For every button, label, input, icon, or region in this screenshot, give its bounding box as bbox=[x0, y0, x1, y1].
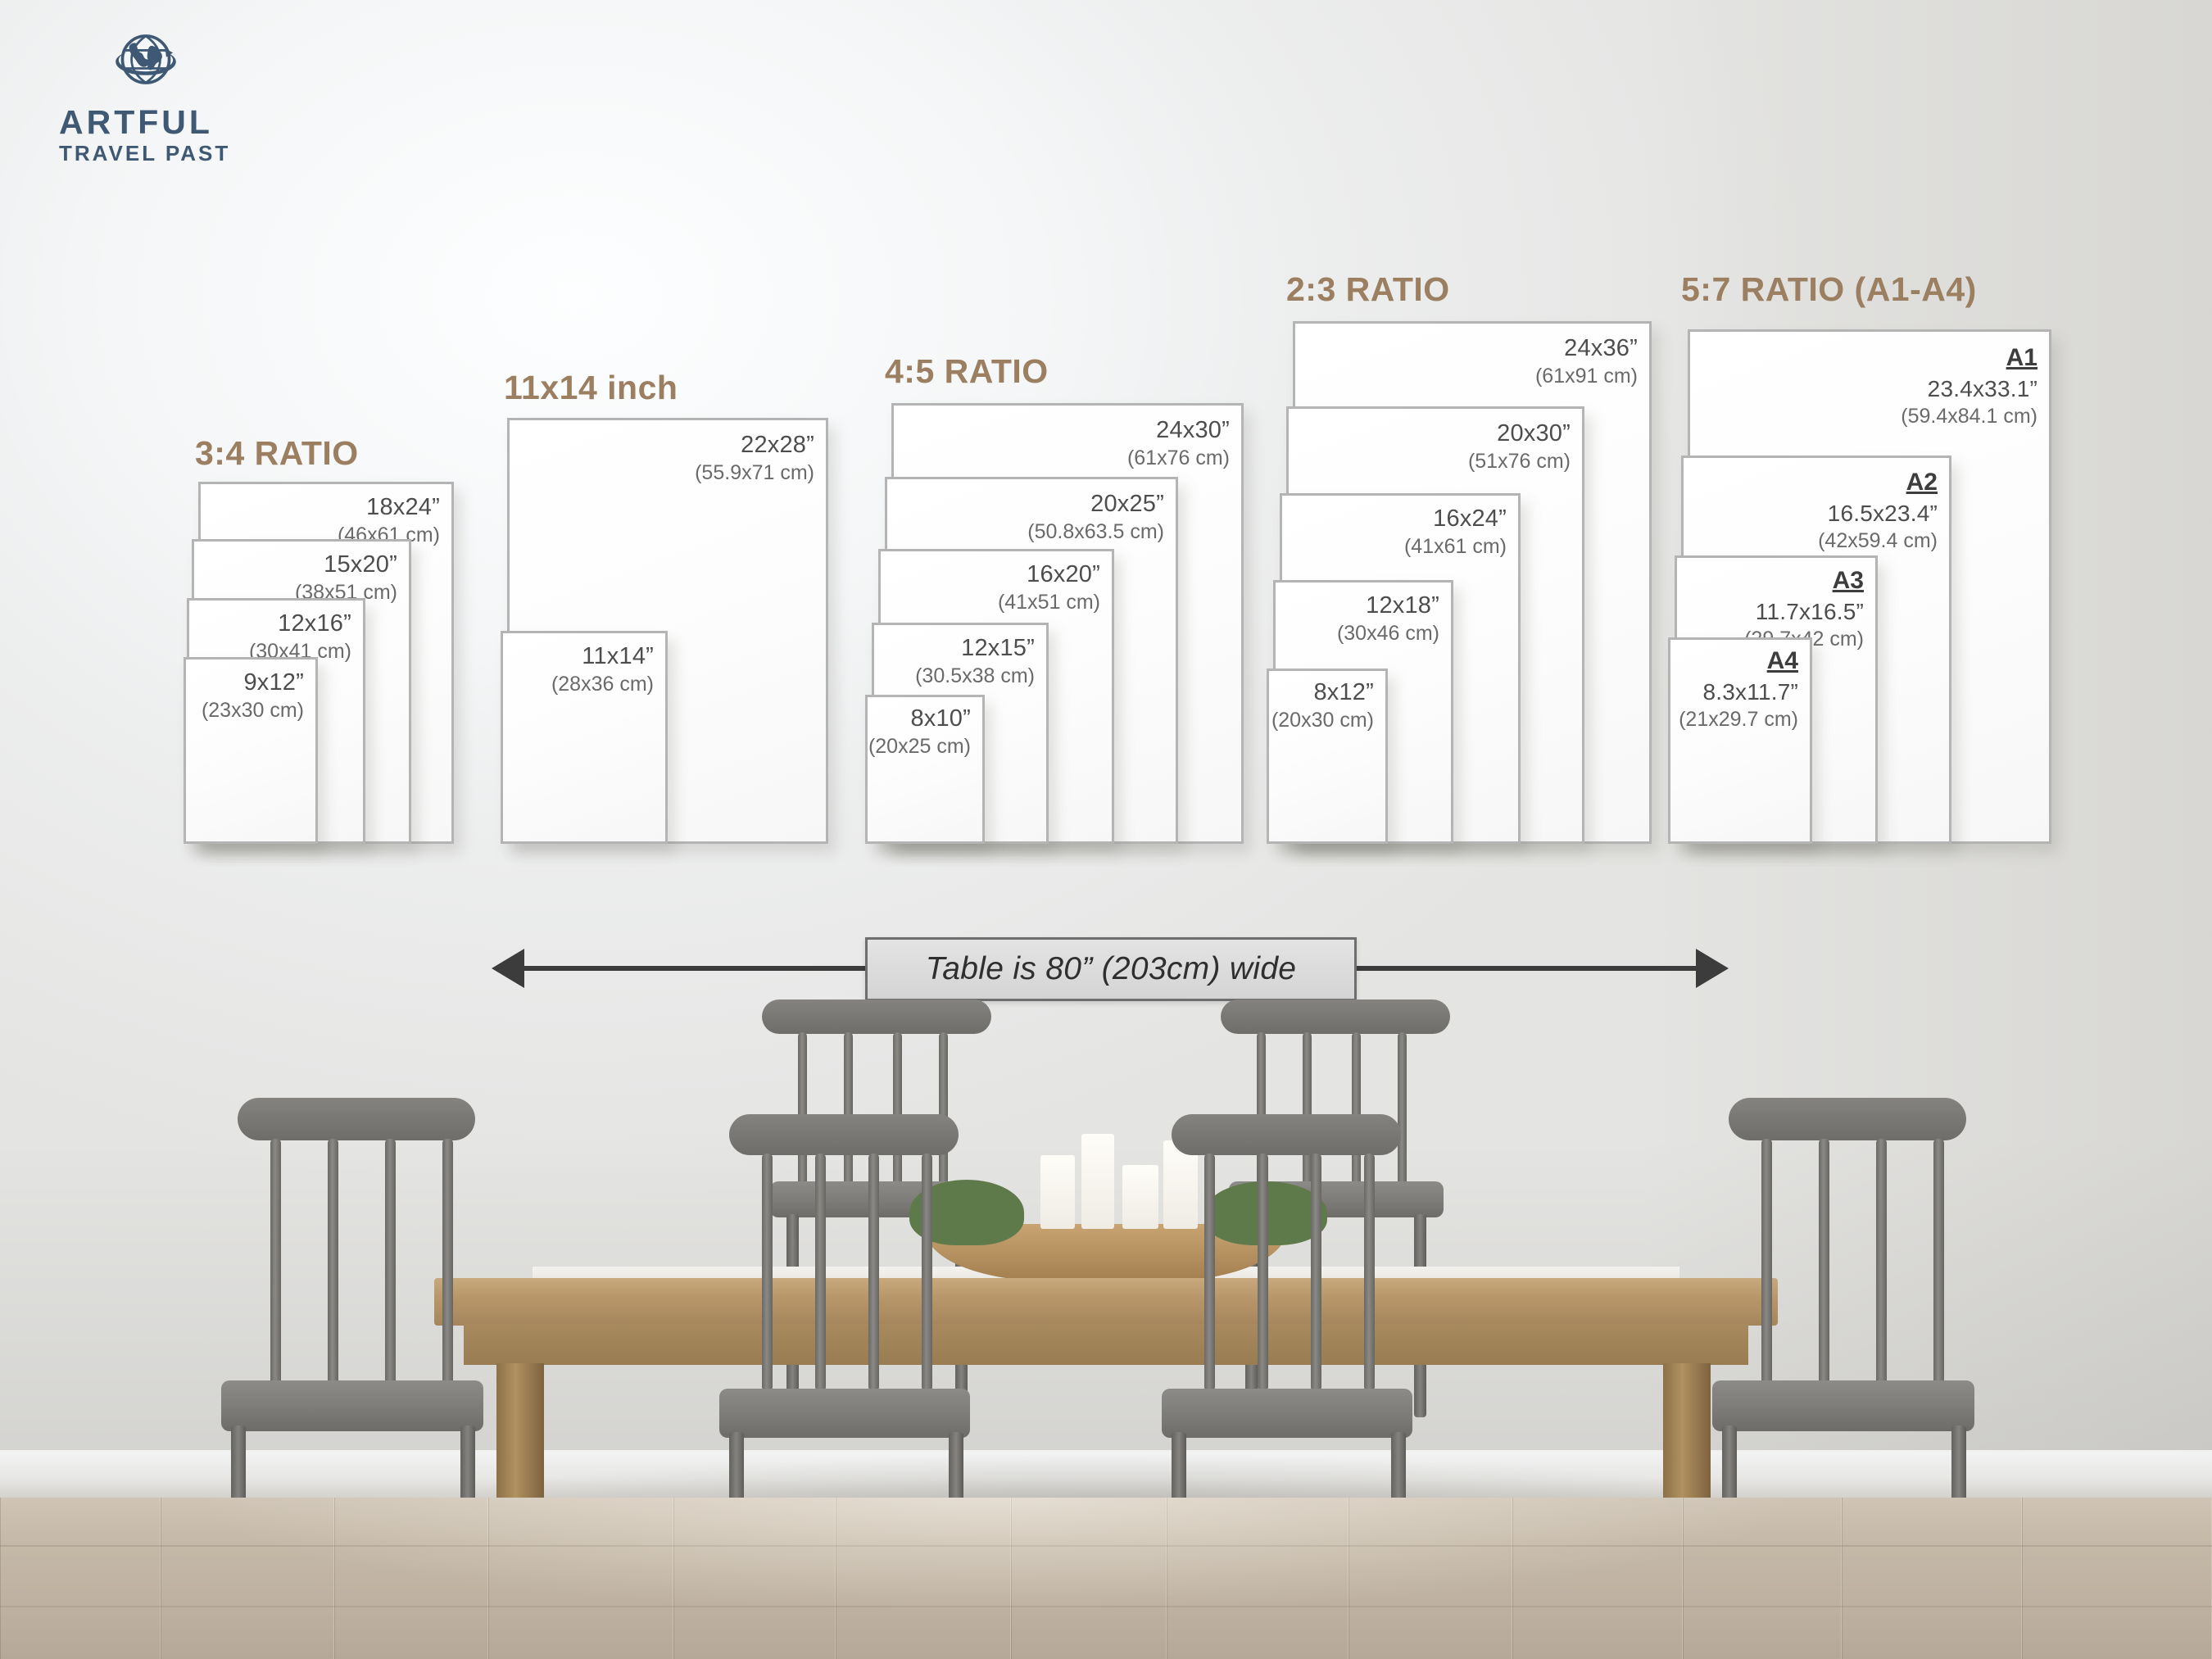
frame-label: 12x18” (30x46 cm) bbox=[1336, 592, 1439, 646]
brand-title: ARTFUL bbox=[59, 103, 213, 141]
arrow-right-icon bbox=[1696, 949, 1729, 988]
frame-size[interactable]: 11x14” (28x36 cm) bbox=[501, 631, 668, 844]
group-title: 3:4 RATIO bbox=[195, 434, 359, 472]
frame-label: 8x10” (20x25 cm) bbox=[868, 705, 971, 759]
frame-label: 20x30” (51x76 cm) bbox=[1467, 420, 1571, 474]
frame-group-ratio-3-4: 3:4 RATIO 18x24” (46x61 cm) 15x20” (38x5… bbox=[184, 434, 539, 844]
frame-group-ratio-2-3: 2:3 RATIO 24x36” (61x91 cm) 20x30” (51x7… bbox=[1267, 270, 1663, 844]
brand-logo: ARTFUL TRAVEL PAST bbox=[59, 26, 321, 165]
frame-label: 8x12” (20x30 cm) bbox=[1271, 679, 1374, 732]
wood-floor bbox=[0, 1498, 2212, 1659]
frame-label: A2 16.5x23.4” (42x59.4 cm) bbox=[1818, 469, 1938, 552]
table-top bbox=[434, 1278, 1778, 1326]
brand-subtitle: TRAVEL PAST bbox=[59, 141, 231, 166]
frame-label: 22x28” (55.9x71 cm) bbox=[695, 432, 814, 485]
candle bbox=[1081, 1134, 1114, 1229]
frame-label: 9x12” (23x30 cm) bbox=[201, 669, 304, 723]
frame-group-ratio-4-5: 4:5 RATIO 24x30” (61x76 cm) 20x25” (50.8… bbox=[865, 352, 1245, 844]
frame-label: 16x20” (41x51 cm) bbox=[997, 561, 1100, 614]
baseboard bbox=[0, 1450, 2212, 1499]
group-title: 5:7 RATIO (A1-A4) bbox=[1681, 270, 1977, 308]
candle bbox=[1040, 1155, 1075, 1229]
table-apron bbox=[464, 1324, 1748, 1365]
floor-seam bbox=[0, 1606, 2212, 1607]
frame-label: 24x30” (61x76 cm) bbox=[1126, 417, 1230, 470]
candle bbox=[1163, 1140, 1198, 1229]
frame-group-ratio-5-7: 5:7 RATIO (A1-A4) A1 23.4x33.1” (59.4x84… bbox=[1668, 270, 2058, 844]
frame-label: A1 23.4x33.1” (59.4x84.1 cm) bbox=[1901, 344, 2037, 428]
floor-seam bbox=[0, 1545, 2212, 1547]
chair-front-left bbox=[221, 1098, 500, 1659]
frame-label: 11x14” (28x36 cm) bbox=[551, 643, 654, 696]
globe-icon bbox=[116, 34, 176, 84]
frame-label: 20x25” (50.8x63.5 cm) bbox=[1027, 491, 1164, 544]
floor-light-glow bbox=[0, 1498, 2212, 1659]
frame-group-11x14: 11x14 inch 22x28” (55.9x71 cm) 11x14” (2… bbox=[501, 369, 864, 844]
frame-size[interactable]: A4 8.3x11.7” (21x29.7 cm) bbox=[1668, 637, 1812, 844]
frame-label: 16x24” (41x61 cm) bbox=[1403, 505, 1507, 559]
frame-label: 12x15” (30.5x38 cm) bbox=[915, 635, 1035, 688]
arrow-left-icon bbox=[492, 949, 524, 988]
measure-label: Table is 80” (203cm) wide bbox=[865, 937, 1357, 1001]
frame-size[interactable]: 9x12” (23x30 cm) bbox=[184, 657, 318, 844]
group-title: 4:5 RATIO bbox=[885, 352, 1049, 390]
frame-size[interactable]: 8x12” (20x30 cm) bbox=[1267, 669, 1388, 844]
frame-label: A4 8.3x11.7” (21x29.7 cm) bbox=[1679, 647, 1798, 731]
table-width-measure: Table is 80” (203cm) wide bbox=[492, 937, 1729, 1001]
candle bbox=[1122, 1165, 1158, 1229]
group-title: 11x14 inch bbox=[504, 369, 678, 406]
group-title: 2:3 RATIO bbox=[1286, 270, 1450, 308]
frame-label: 24x36” (61x91 cm) bbox=[1534, 335, 1638, 388]
frame-size[interactable]: 8x10” (20x25 cm) bbox=[865, 695, 985, 844]
